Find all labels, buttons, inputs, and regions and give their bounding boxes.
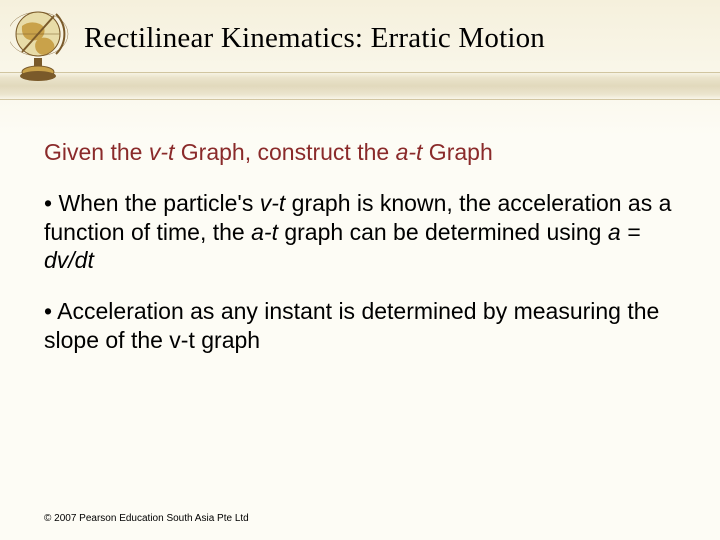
subheading-vt: v-t <box>149 139 175 165</box>
subheading: Given the v-t Graph, construct the a-t G… <box>44 138 676 167</box>
slide-content: Given the v-t Graph, construct the a-t G… <box>44 138 676 377</box>
copyright-footer: © 2007 Pearson Education South Asia Pte … <box>44 513 249 524</box>
bullet-1-text-c: graph can be determined using <box>278 219 608 245</box>
globe-icon <box>10 6 70 84</box>
bullet-1-vt: v-t <box>260 190 286 216</box>
bullet-1-at: a-t <box>251 219 278 245</box>
slide-title: Rectilinear Kinematics: Erratic Motion <box>84 22 545 55</box>
bullet-2: • Acceleration as any instant is determi… <box>44 297 676 355</box>
bullet-1-text-a: • When the particle's <box>44 190 260 216</box>
subheading-text-1: Given the <box>44 139 149 165</box>
subheading-text-2: Graph, construct the <box>174 139 395 165</box>
header-band <box>0 72 720 100</box>
subheading-text-3: Graph <box>422 139 492 165</box>
bullet-1: • When the particle's v-t graph is known… <box>44 189 676 275</box>
header-rule-bottom <box>0 99 720 100</box>
subheading-at: a-t <box>396 139 423 165</box>
